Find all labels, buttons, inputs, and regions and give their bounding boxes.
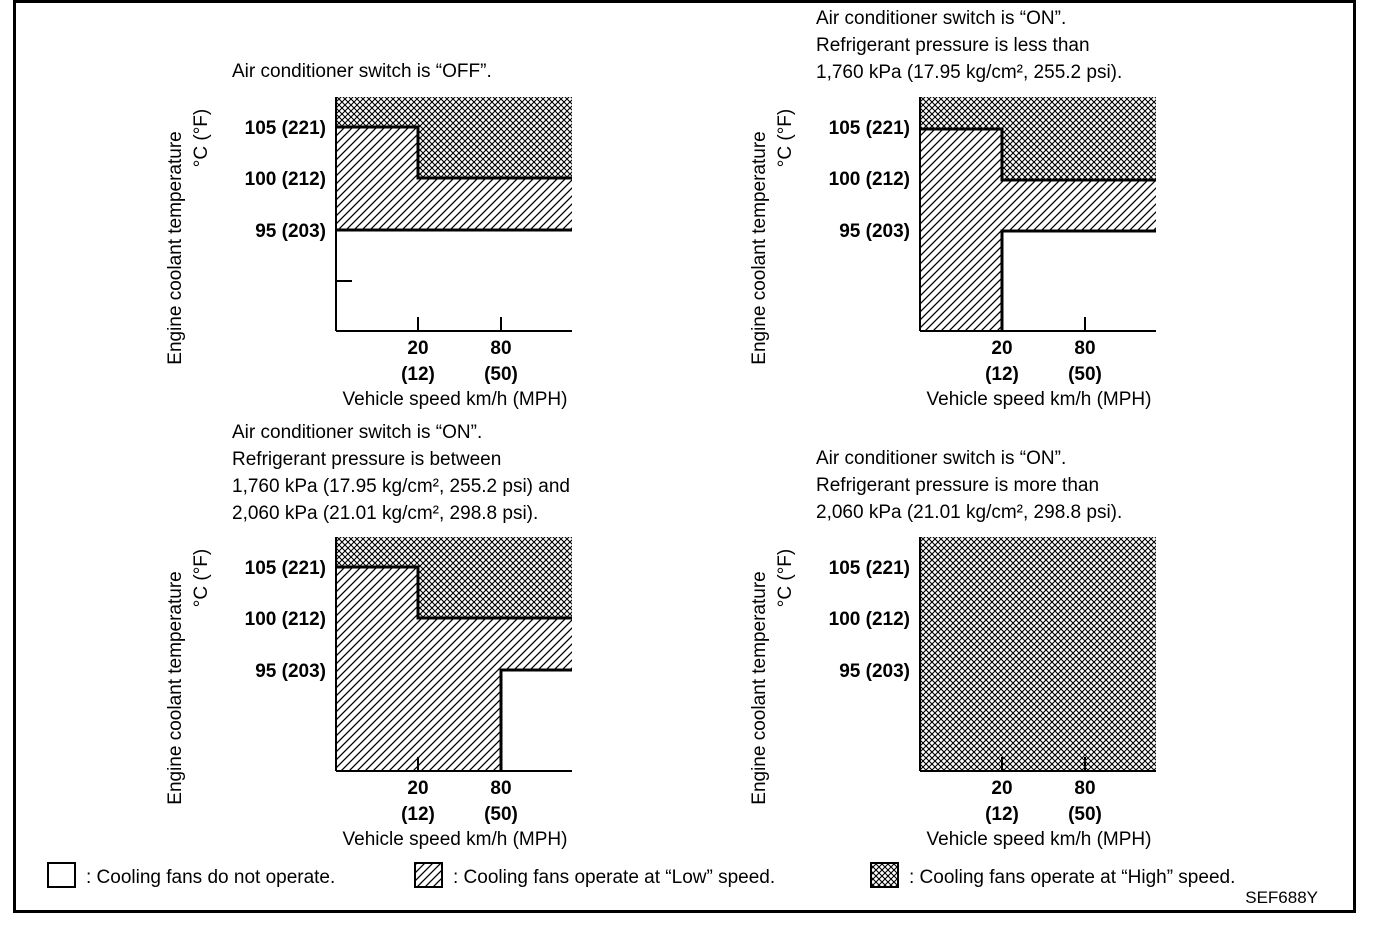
legend-swatch-low xyxy=(414,862,443,888)
low-threshold-line xyxy=(1000,229,1156,331)
x-tick-label-kmh: 20 xyxy=(407,778,428,799)
x-tick-label-kmh: 80 xyxy=(1074,338,1095,359)
x-axis-label: Vehicle speed km/h (MPH) xyxy=(343,829,568,850)
panel-caption-line: Refrigerant pressure is more than xyxy=(816,475,1099,496)
x-tick-label-mph: (50) xyxy=(484,804,518,825)
high-threshold-line xyxy=(336,565,572,620)
y-axis-label: Engine coolant temperature xyxy=(749,571,770,804)
panel-ac-on-high-pressure: Air conditioner switch is “ON”. Refrigera… xyxy=(749,448,1156,850)
legend-label-none: : Cooling fans do not operate. xyxy=(86,867,335,888)
y-tick-label: 105 (221) xyxy=(829,558,910,579)
high-threshold-line xyxy=(920,127,1156,182)
panel-caption-line: Air conditioner switch is “ON”. xyxy=(816,8,1066,29)
y-axis-unit: °C (°F) xyxy=(775,109,796,167)
y-tick-label: 105 (221) xyxy=(829,118,910,139)
y-tick-label: 100 (212) xyxy=(829,169,910,190)
y-tick-label: 105 (221) xyxy=(245,558,326,579)
y-tick-label: 105 (221) xyxy=(245,118,326,139)
zone-high-speed xyxy=(920,97,1156,180)
panel-caption-line: 2,060 kPa (21.01 kg/cm², 298.8 psi). xyxy=(816,502,1122,523)
y-tick-label: 95 (203) xyxy=(255,661,326,682)
legend-label-low: : Cooling fans operate at “Low” speed. xyxy=(453,867,775,888)
panel-caption-line: 1,760 kPa (17.95 kg/cm², 255.2 psi). xyxy=(816,62,1122,83)
panel-ac-off: Air conditioner switch is “OFF”. 20 (12) 80… xyxy=(165,61,572,410)
x-tick-label-kmh: 80 xyxy=(490,778,511,799)
low-threshold-line xyxy=(499,668,572,771)
x-axis-label: Vehicle speed km/h (MPH) xyxy=(927,829,1152,850)
figure-code: SEF688Y xyxy=(1245,888,1318,907)
panel-caption-line: 1,760 kPa (17.95 kg/cm², 255.2 psi) and xyxy=(232,476,570,497)
y-axis-label: Engine coolant temperature xyxy=(165,131,186,364)
legend-swatch-none xyxy=(47,862,76,888)
x-tick-label-kmh: 20 xyxy=(991,338,1012,359)
y-axis-unit: °C (°F) xyxy=(191,109,212,167)
panel-caption-line: Air conditioner switch is “ON”. xyxy=(816,448,1066,469)
high-threshold-line xyxy=(336,125,572,180)
x-tick-label-kmh: 80 xyxy=(490,338,511,359)
panel-caption-line: Air conditioner switch is “ON”. xyxy=(232,422,482,443)
panel-ac-on-mid-pressure: Air conditioner switch is “ON”. Refrigera… xyxy=(165,422,572,850)
x-axis-label: Vehicle speed km/h (MPH) xyxy=(927,389,1152,410)
x-tick-label-mph: (50) xyxy=(1068,804,1102,825)
x-tick-label-mph: (50) xyxy=(484,364,518,385)
x-tick-label-kmh: 20 xyxy=(991,778,1012,799)
x-tick-label-kmh: 80 xyxy=(1074,778,1095,799)
y-axis-label: Engine coolant temperature xyxy=(165,571,186,804)
zone-high-speed xyxy=(336,537,572,618)
panel-caption-line: Air conditioner switch is “OFF”. xyxy=(232,61,492,82)
panel-ac-on-low-pressure: Air conditioner switch is “ON”. Refrigera… xyxy=(749,8,1156,410)
zone-high-speed xyxy=(920,537,1156,771)
figure-border xyxy=(13,0,1356,913)
y-axis-label: Engine coolant temperature xyxy=(749,131,770,364)
y-tick-label: 100 (212) xyxy=(829,609,910,630)
x-tick-label-kmh: 20 xyxy=(407,338,428,359)
x-tick-label-mph: (12) xyxy=(401,804,435,825)
y-axis-unit: °C (°F) xyxy=(191,549,212,607)
y-tick-label: 100 (212) xyxy=(245,169,326,190)
x-axis-label: Vehicle speed km/h (MPH) xyxy=(343,389,568,410)
panel-caption-line: Refrigerant pressure is between xyxy=(232,449,501,470)
x-tick-label-mph: (12) xyxy=(985,804,1019,825)
panel-caption-line: Refrigerant pressure is less than xyxy=(816,35,1090,56)
zone-high-speed xyxy=(336,97,572,178)
y-axis-unit: °C (°F) xyxy=(775,549,796,607)
legend-swatch-high xyxy=(870,862,899,888)
x-tick-label-mph: (50) xyxy=(1068,364,1102,385)
y-tick-label: 100 (212) xyxy=(245,609,326,630)
y-tick-label: 95 (203) xyxy=(255,221,326,242)
x-tick-label-mph: (12) xyxy=(985,364,1019,385)
panel-caption-line: 2,060 kPa (21.01 kg/cm², 298.8 psi). xyxy=(232,503,538,524)
y-tick-label: 95 (203) xyxy=(839,221,910,242)
legend-label-high: : Cooling fans operate at “High” speed. xyxy=(909,867,1235,888)
y-tick-label: 95 (203) xyxy=(839,661,910,682)
x-tick-label-mph: (12) xyxy=(401,364,435,385)
